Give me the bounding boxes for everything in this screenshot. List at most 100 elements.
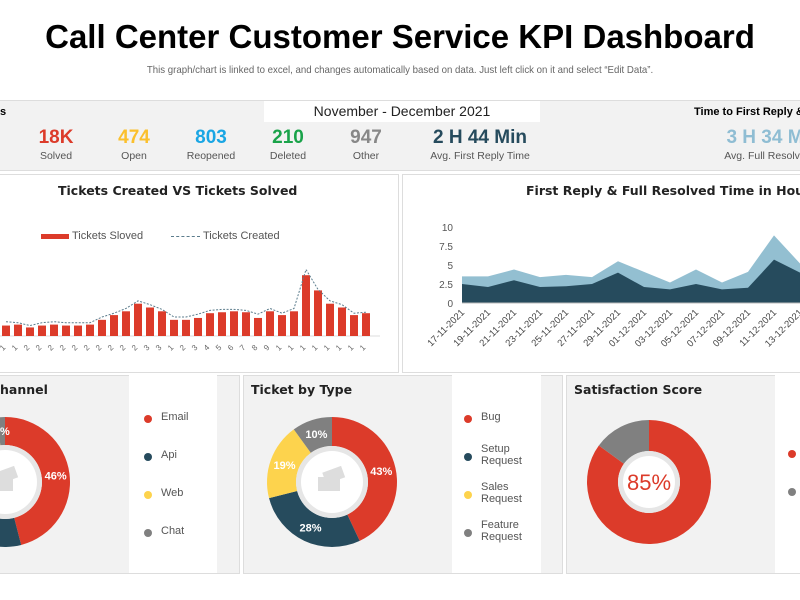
x-tick-label: 5 bbox=[214, 343, 224, 353]
satisfaction-title: Satisfaction Score bbox=[574, 382, 703, 397]
donut-hole bbox=[0, 450, 37, 514]
donut-slice bbox=[293, 417, 332, 453]
legend-solved-swatch bbox=[41, 234, 69, 239]
donut-slice bbox=[0, 417, 5, 446]
legend-dot bbox=[464, 415, 472, 423]
legend-dot bbox=[144, 453, 152, 461]
legend-dot bbox=[464, 453, 472, 461]
kpi-value: 210 bbox=[272, 127, 304, 148]
x-tick-label: 2 bbox=[118, 343, 128, 353]
legend-label: Feature Request bbox=[481, 519, 522, 543]
satisfaction-donut bbox=[587, 420, 711, 544]
x-tick-label: 2 bbox=[106, 343, 116, 353]
bar-solved bbox=[206, 313, 214, 336]
legend-dot-unsatisfied bbox=[788, 488, 796, 496]
type-title: Ticket by Type bbox=[251, 382, 353, 397]
legend-label: Api bbox=[161, 449, 177, 461]
x-tick-label: 1 bbox=[310, 343, 320, 353]
x-tick-label: 2 bbox=[58, 343, 68, 353]
bar-solved bbox=[350, 315, 358, 336]
bar-solved bbox=[158, 311, 166, 336]
channel-donut: 46%30%22%2% bbox=[0, 417, 70, 547]
satisfaction-legend-box bbox=[775, 375, 800, 573]
slice-percent-label: 2% bbox=[0, 426, 10, 438]
y-tick-label: 10 bbox=[442, 223, 454, 234]
area-full-resolved bbox=[462, 235, 800, 303]
type-donut: 43% 28% 19% 10% bbox=[267, 417, 397, 547]
legend-dot-satisfied bbox=[788, 450, 796, 458]
bar-solved bbox=[278, 315, 286, 336]
bar-solved bbox=[134, 303, 142, 336]
kpi-value: 803 bbox=[195, 127, 227, 148]
slice-percent-label: 46% bbox=[45, 471, 67, 483]
donut-slice bbox=[5, 417, 70, 545]
bar-solved bbox=[122, 311, 130, 336]
bar-solved bbox=[170, 319, 178, 336]
x-tick-label: 2 bbox=[46, 343, 56, 353]
page-title: Call Center Customer Service KPI Dashboa… bbox=[45, 18, 755, 55]
bar-solved bbox=[194, 317, 202, 336]
kpi-label: Avg. First Reply Time bbox=[430, 150, 530, 162]
bar-solved bbox=[146, 307, 154, 336]
donut-slice bbox=[598, 420, 649, 464]
kpi-label: Avg. Full Resolve bbox=[724, 150, 800, 162]
x-tick-label: 2 bbox=[130, 343, 140, 353]
date-range: November - December 2021 bbox=[264, 101, 540, 122]
bar-solved bbox=[26, 327, 34, 336]
donut-slice bbox=[332, 417, 397, 541]
satisfaction-value: 85% bbox=[626, 470, 672, 495]
bar-solved bbox=[182, 319, 190, 336]
legend-dot bbox=[144, 491, 152, 499]
ticket-icon bbox=[318, 465, 346, 491]
type-legend-box bbox=[452, 375, 541, 573]
legend-label: Setup Request bbox=[481, 443, 522, 467]
kpi-value: 2 H 44 Min bbox=[433, 127, 527, 148]
bar-solved bbox=[62, 325, 70, 336]
x-tick-label: 6 bbox=[226, 343, 236, 353]
kpi-label: Deleted bbox=[269, 150, 307, 162]
y-tick-label: 0 bbox=[447, 299, 453, 310]
kpi-value: 3 H 34 M bbox=[726, 127, 800, 148]
x-tick-label: 1 bbox=[322, 343, 332, 353]
kpi-label: Reopened bbox=[186, 150, 236, 162]
bar-solved bbox=[242, 312, 250, 336]
kpi-value: 18K bbox=[38, 127, 74, 148]
legend-created-label: Tickets Created bbox=[203, 230, 280, 242]
legend-label: Chat bbox=[161, 525, 185, 537]
kpi-value: 474 bbox=[118, 127, 150, 148]
donut-slice bbox=[0, 517, 22, 547]
y-tick-label: 2.5 bbox=[439, 280, 453, 291]
channel-legend-box bbox=[129, 375, 217, 573]
donut-slice bbox=[269, 490, 360, 547]
donut-slice bbox=[267, 429, 311, 499]
x-tick-label: 3 bbox=[154, 343, 164, 353]
channel-title: hannel bbox=[0, 382, 48, 397]
x-tick-label: 1 bbox=[286, 343, 296, 353]
bar-solved bbox=[314, 290, 322, 336]
tickets-panel bbox=[0, 174, 399, 373]
bar-solved bbox=[50, 324, 58, 336]
area-chart-title: First Reply & Full Resolved Time in Hour… bbox=[526, 183, 800, 198]
bar-solved bbox=[110, 315, 118, 336]
x-tick-label: 1 bbox=[10, 343, 20, 353]
kpi-label: Open bbox=[121, 150, 147, 162]
x-tick-label: 2 bbox=[34, 343, 44, 353]
slice-percent-label: 10% bbox=[305, 429, 327, 441]
slice-percent-label: 19% bbox=[273, 460, 295, 472]
bar-solved bbox=[38, 325, 46, 336]
x-tick-label: 2 bbox=[82, 343, 92, 353]
bar-solved bbox=[230, 311, 238, 336]
legend-label: Sales Request bbox=[481, 481, 522, 505]
legend-dot bbox=[144, 415, 152, 423]
y-tick-label: 5 bbox=[447, 261, 453, 272]
x-tick-label: 1 bbox=[0, 343, 8, 353]
legend-dot bbox=[464, 529, 472, 537]
bar-solved bbox=[74, 325, 82, 336]
bar-solved bbox=[338, 307, 346, 336]
bar-solved bbox=[2, 325, 10, 336]
x-tick-label: 3 bbox=[190, 343, 200, 353]
y-tick-label: 7.5 bbox=[439, 242, 453, 253]
x-tick-label: 1 bbox=[358, 343, 368, 353]
x-tick-label: 8 bbox=[250, 343, 260, 353]
kpi-right-title: Time to First Reply & bbox=[694, 106, 800, 118]
